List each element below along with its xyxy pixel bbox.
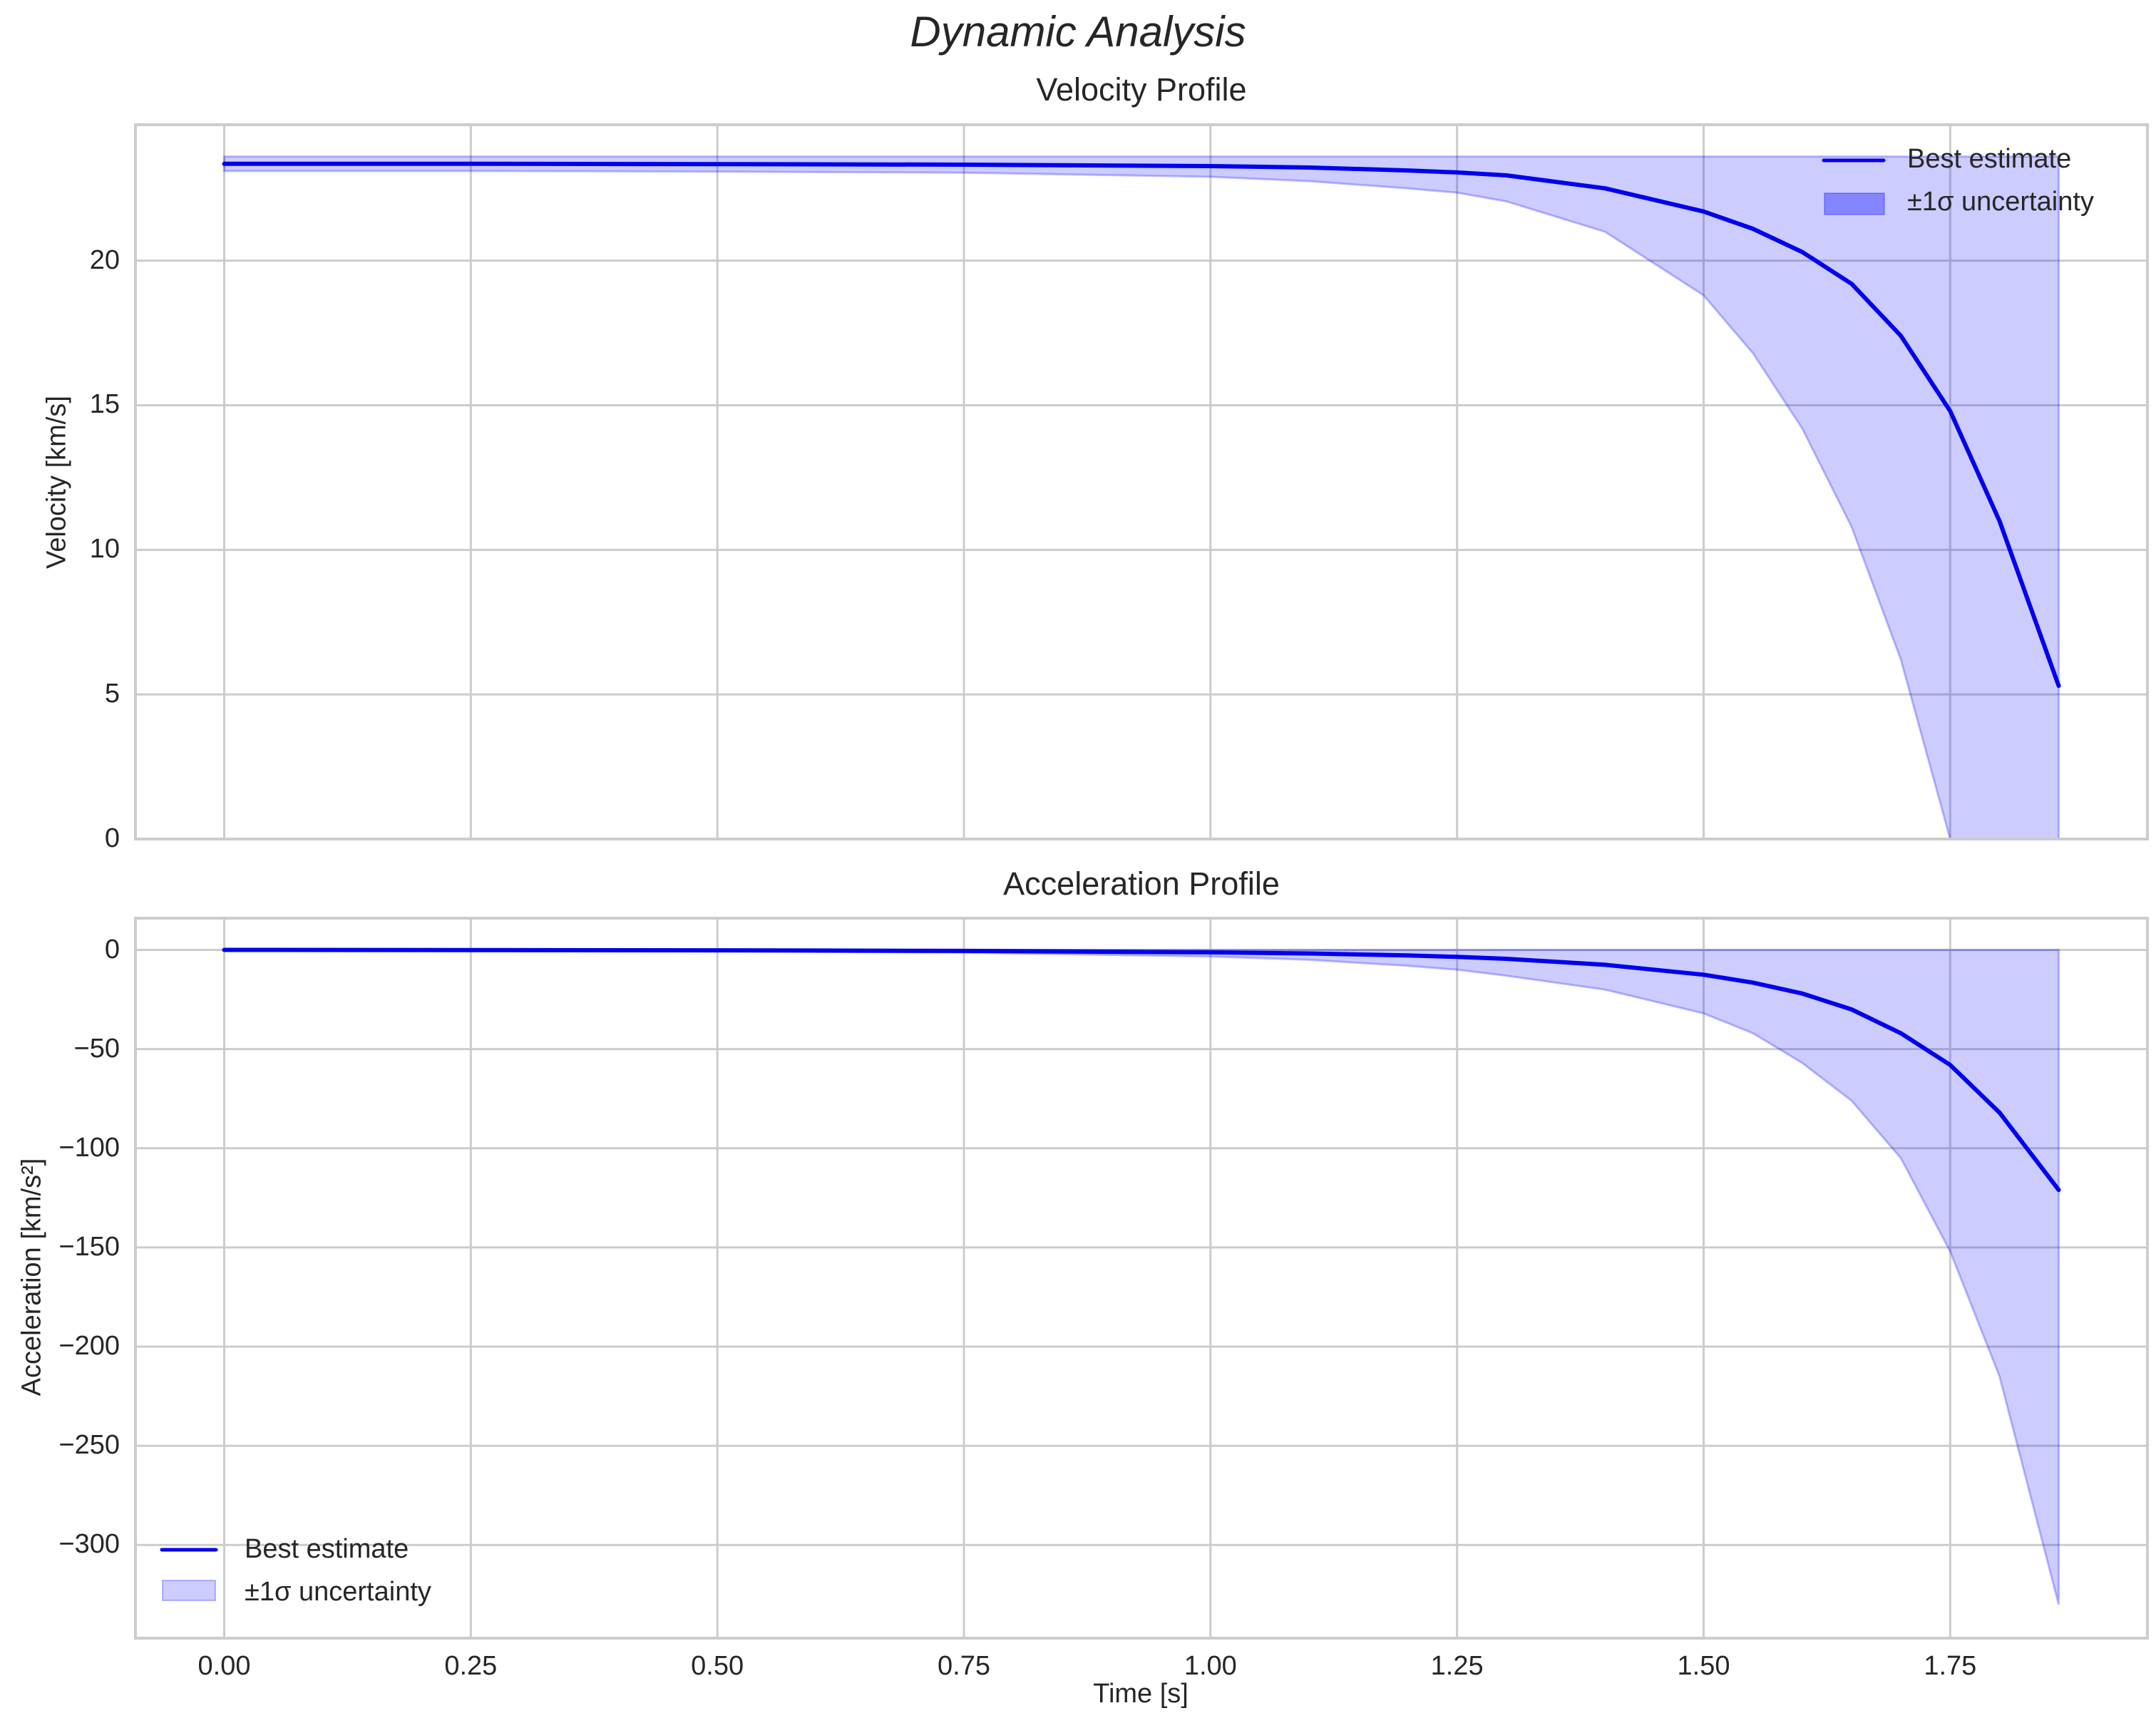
time-x-axis-label: Time [s] [1093, 1679, 1189, 1709]
y-tick-label: 5 [104, 679, 120, 709]
velocity-best-estimate-line [222, 161, 2061, 688]
legend-best-estimate-label: Best estimate [1907, 144, 2072, 174]
x-tick-label: 1.00 [1184, 1651, 1237, 1681]
x-tick-label: 1.50 [1677, 1651, 1730, 1681]
velocity-uncertainty-band [223, 155, 2060, 840]
figure-suptitle: Dynamic Analysis [910, 8, 1246, 56]
legend-uncertainty-label: ±1σ uncertainty [1907, 187, 2094, 217]
legend-band-swatch [1824, 192, 1885, 215]
legend-band-swatch [162, 1580, 216, 1601]
y-tick-label: 0 [104, 934, 120, 965]
y-tick-label: 20 [89, 245, 120, 275]
x-tick-label: 0.50 [691, 1651, 744, 1681]
x-tick-label: 0.25 [444, 1651, 498, 1681]
legend-best-estimate-label: Best estimate [245, 1534, 409, 1564]
acceleration-chart-title: Acceleration Profile [1003, 865, 1280, 902]
acceleration-best-estimate-line [222, 947, 2061, 1193]
y-tick-label: −50 [73, 1033, 120, 1064]
y-tick-label: 10 [89, 534, 120, 565]
legend-uncertainty-label: ±1σ uncertainty [245, 1577, 431, 1607]
acceleration-legend: Best estimate ±1σ uncertainty [153, 1533, 467, 1618]
x-tick-label: 0.00 [197, 1651, 251, 1681]
y-tick-label: −250 [58, 1430, 120, 1461]
x-tick-label: 1.25 [1430, 1651, 1484, 1681]
y-tick-label: −150 [58, 1231, 120, 1262]
y-tick-label: 0 [104, 823, 120, 853]
y-tick-label: −100 [58, 1132, 120, 1163]
y-tick-label: −300 [58, 1529, 120, 1560]
acceleration-uncertainty-band [224, 949, 2060, 1605]
acceleration-axes-frame [134, 917, 2149, 1640]
velocity-chart-title: Velocity Profile [1036, 71, 1247, 108]
y-tick-label: 15 [89, 389, 120, 420]
velocity-legend: Best estimate ±1σ uncertainty [1822, 143, 2135, 228]
y-tick-label: −200 [58, 1330, 120, 1361]
x-tick-label: 0.75 [938, 1651, 990, 1681]
velocity-axes-frame [134, 123, 2149, 840]
x-tick-label: 1.75 [1924, 1651, 1977, 1681]
